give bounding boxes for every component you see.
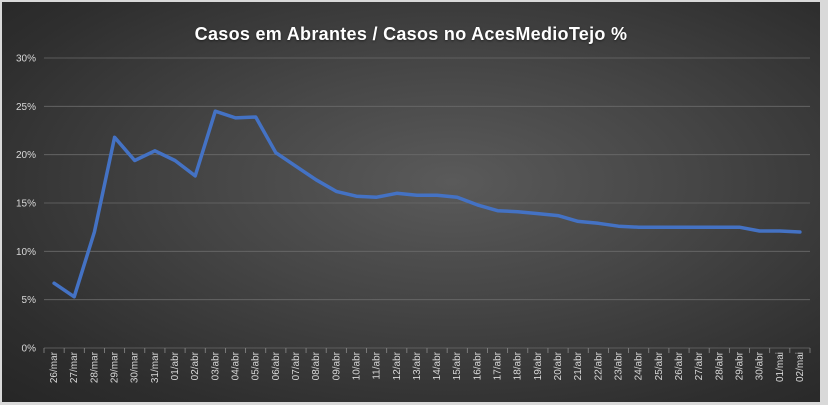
x-tick-label: 04/abr xyxy=(231,351,242,380)
chart-area: Casos em Abrantes / Casos no AcesMedioTe… xyxy=(2,2,820,402)
x-tick-label: 24/abr xyxy=(634,351,645,380)
y-tick-label: 5% xyxy=(22,295,37,306)
x-tick-label: 11/abr xyxy=(372,351,383,379)
x-tick-label: 22/abr xyxy=(593,351,604,380)
x-tick-label: 21/abr xyxy=(573,351,584,380)
y-tick-label: 25% xyxy=(16,102,36,113)
x-tick-label: 15/abr xyxy=(452,351,463,380)
x-tick-label: 09/abr xyxy=(331,351,342,380)
y-tick-label: 20% xyxy=(16,150,36,161)
x-tick-label: 18/abr xyxy=(513,351,524,380)
x-tick-label: 02/abr xyxy=(190,351,201,380)
y-tick-label: 0% xyxy=(22,344,37,355)
x-tick-label: 25/abr xyxy=(654,351,665,380)
chart-title: Casos em Abrantes / Casos no AcesMedioTe… xyxy=(194,24,628,44)
x-tick-label: 31/mar xyxy=(150,351,161,383)
x-tick-label: 01/abr xyxy=(170,351,181,380)
x-tick-label: 27/abr xyxy=(694,351,705,380)
x-tick-label: 02/mai xyxy=(795,352,806,382)
x-tick-label: 14/abr xyxy=(432,351,443,380)
x-tick-label: 30/abr xyxy=(755,351,766,380)
x-tick-label: 13/abr xyxy=(412,351,423,380)
x-tick-label: 03/abr xyxy=(210,351,221,380)
line-chart: 0% 5% 10% 15% 20% 25% 30% 26/mar 27/mar 28/mar 29/… xyxy=(16,54,811,383)
x-tick-label: 23/abr xyxy=(614,351,625,380)
x-tick-label: 28/abr xyxy=(714,351,725,380)
x-tick-label: 08/abr xyxy=(311,351,322,380)
x-tick-label: 17/abr xyxy=(493,351,504,380)
y-tick-label: 10% xyxy=(16,247,36,258)
y-tick-label: 30% xyxy=(16,54,36,65)
x-tick-label: 26/mar xyxy=(49,351,60,383)
series-line xyxy=(52,109,802,299)
x-tick-label: 29/mar xyxy=(110,351,121,383)
x-tick-label: 28/mar xyxy=(89,351,100,383)
x-tick-label: 20/abr xyxy=(553,351,564,380)
x-tick-label: 06/abr xyxy=(271,351,282,380)
x-tick-label: 01/mai xyxy=(775,352,786,382)
x-tick-label: 30/mar xyxy=(130,351,141,383)
x-tick-label: 27/mar xyxy=(69,351,80,383)
x-tick-label: 12/abr xyxy=(392,351,403,380)
x-tick-label: 19/abr xyxy=(533,351,544,380)
x-tick-label: 26/abr xyxy=(674,351,685,380)
x-tick-label: 16/abr xyxy=(472,351,483,380)
x-tick-label: 07/abr xyxy=(291,351,302,380)
x-tick-label: 05/abr xyxy=(251,351,262,380)
x-tick-label: 29/abr xyxy=(734,351,745,380)
y-tick-label: 15% xyxy=(16,199,36,210)
x-tick-label: 10/abr xyxy=(351,351,362,380)
